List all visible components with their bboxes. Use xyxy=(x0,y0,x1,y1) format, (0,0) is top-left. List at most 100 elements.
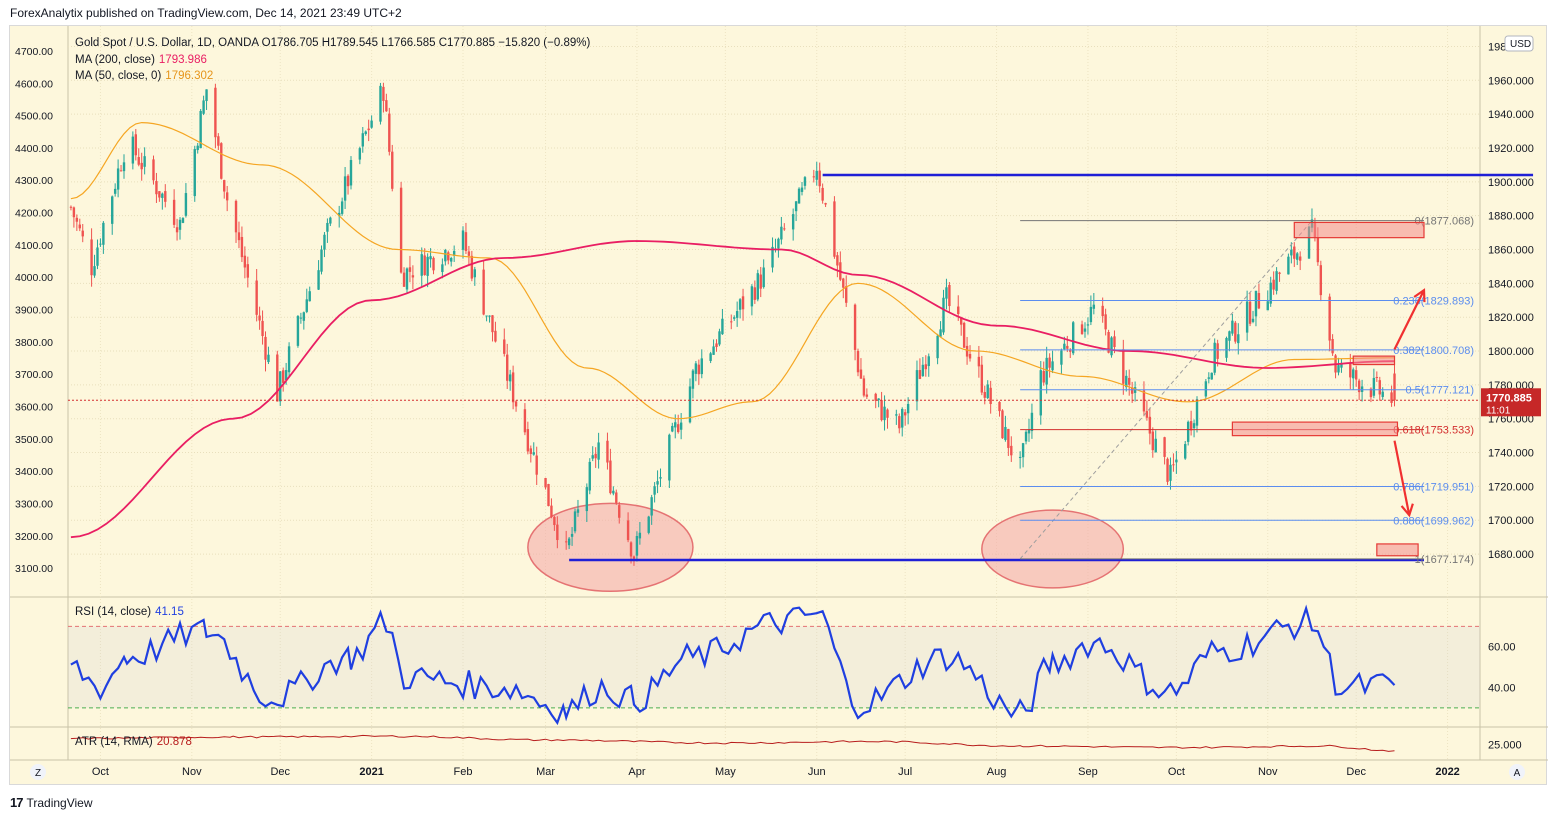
candle-body xyxy=(1089,306,1093,323)
candle-body xyxy=(906,403,910,414)
publisher-header: ForexAnalytix published on TradingView.c… xyxy=(10,6,402,20)
left-axis-tick-label: 4000.00 xyxy=(15,272,53,284)
candle-body xyxy=(267,354,270,363)
left-axis-tick-label: 4200.00 xyxy=(15,208,53,220)
candle-body xyxy=(467,251,471,256)
projection-arrow xyxy=(1393,289,1425,350)
candle-body xyxy=(753,287,757,300)
candle-body xyxy=(287,346,291,373)
candle-body xyxy=(842,278,845,288)
candle-body xyxy=(429,256,432,260)
candle-body xyxy=(1225,337,1228,358)
candle-body xyxy=(1024,431,1028,442)
candle-body xyxy=(1069,349,1072,352)
candle-body xyxy=(738,299,742,310)
candle-body xyxy=(184,193,188,216)
candle-body xyxy=(957,306,960,315)
candle-body xyxy=(1381,391,1384,397)
candle-body xyxy=(237,232,241,241)
candle-body xyxy=(712,346,715,355)
time-axis-label: Aug xyxy=(987,766,1007,778)
candle-body xyxy=(1228,331,1231,341)
candle-body xyxy=(874,393,877,401)
candle-body xyxy=(730,321,733,323)
candle-body xyxy=(553,517,556,526)
candle-body xyxy=(508,374,512,382)
candle-body xyxy=(181,218,185,223)
left-axis-tick-label: 3500.00 xyxy=(15,434,53,446)
candle-body xyxy=(1213,342,1216,373)
candle-body xyxy=(1086,324,1090,326)
price-zone xyxy=(1352,355,1396,366)
candle-body xyxy=(942,297,945,333)
candle-body xyxy=(1128,377,1131,385)
candle-body xyxy=(629,542,633,557)
auto-scale-left-button[interactable] xyxy=(30,764,46,780)
candle-body xyxy=(343,176,347,201)
candle-body xyxy=(1110,337,1113,356)
time-axis-label: May xyxy=(715,766,736,778)
candle-body xyxy=(856,350,860,373)
candle-body xyxy=(1125,375,1128,388)
candle-body xyxy=(305,299,308,312)
candle-body xyxy=(423,255,426,276)
candle-body xyxy=(326,222,329,232)
legend-ma200-value: 1793.986 xyxy=(159,54,207,66)
fib-trend-line xyxy=(1019,220,1313,560)
candle-body xyxy=(261,320,264,337)
time-axis-label: Mar xyxy=(536,766,555,778)
candle-body xyxy=(836,255,839,266)
candle-body xyxy=(243,255,247,268)
candle-body xyxy=(1172,464,1175,466)
rsi-axis-tick-label: 40.00 xyxy=(1488,682,1516,694)
price-zone xyxy=(1376,543,1419,557)
projection-arrowhead xyxy=(1413,288,1426,303)
candle-body xyxy=(883,406,886,421)
legend-ma50-label: MA (50, close, 0) xyxy=(75,70,161,82)
chart-area[interactable]: 1980.0001960.0001940.0001920.0001900.000… xyxy=(9,25,1548,786)
candle-body xyxy=(411,275,415,278)
candle-body xyxy=(482,269,485,315)
auto-scale-right-button[interactable] xyxy=(1509,764,1525,780)
candle-body xyxy=(284,370,288,381)
projection-arrow xyxy=(1393,440,1411,516)
fib-level-label: 0.5(1777.121) xyxy=(1406,385,1475,397)
candle-body xyxy=(1048,357,1051,368)
candle-body xyxy=(959,317,963,325)
candle-body xyxy=(591,455,594,459)
tradingview-footer: 17 TradingView xyxy=(10,795,93,810)
candle-body xyxy=(202,100,205,114)
candle-body xyxy=(1266,301,1269,311)
rsi-axis-tick-label: 60.00 xyxy=(1488,642,1516,654)
candle-body xyxy=(918,370,922,379)
time-axis-label: Dec xyxy=(1346,766,1366,778)
legend-atr-value: 20.878 xyxy=(157,736,192,748)
candle-body xyxy=(1130,387,1134,394)
candle-body xyxy=(1186,421,1190,442)
candle-body xyxy=(367,128,370,131)
candle-body xyxy=(700,358,703,375)
candle-body xyxy=(733,317,736,319)
candle-body xyxy=(385,100,388,112)
right-axis-tick-label: 1840.000 xyxy=(1488,278,1534,290)
legend-ohlc: Gold Spot / U.S. Dollar, 1D, OANDA O1786… xyxy=(75,37,590,49)
right-axis-tick-label: 1800.000 xyxy=(1488,346,1534,358)
left-axis-tick-label: 3400.00 xyxy=(15,466,53,478)
candle-body xyxy=(214,87,217,138)
candle-body xyxy=(223,180,226,192)
candle-body xyxy=(529,448,533,454)
candle-body xyxy=(1237,334,1240,344)
candle-body xyxy=(903,412,907,416)
candle-body xyxy=(402,272,406,287)
candle-body xyxy=(234,200,238,233)
projection-arrowhead xyxy=(1400,503,1414,518)
candle-body xyxy=(1092,304,1096,309)
candle-body xyxy=(346,175,350,187)
candle-body xyxy=(447,252,450,261)
candle-body xyxy=(632,556,636,559)
price-chart[interactable]: 1980.0001960.0001940.0001920.0001900.000… xyxy=(10,26,1548,786)
candle-body xyxy=(898,416,901,429)
candle-body xyxy=(113,188,117,194)
candle-body xyxy=(547,484,550,507)
candle-body xyxy=(1184,444,1187,459)
